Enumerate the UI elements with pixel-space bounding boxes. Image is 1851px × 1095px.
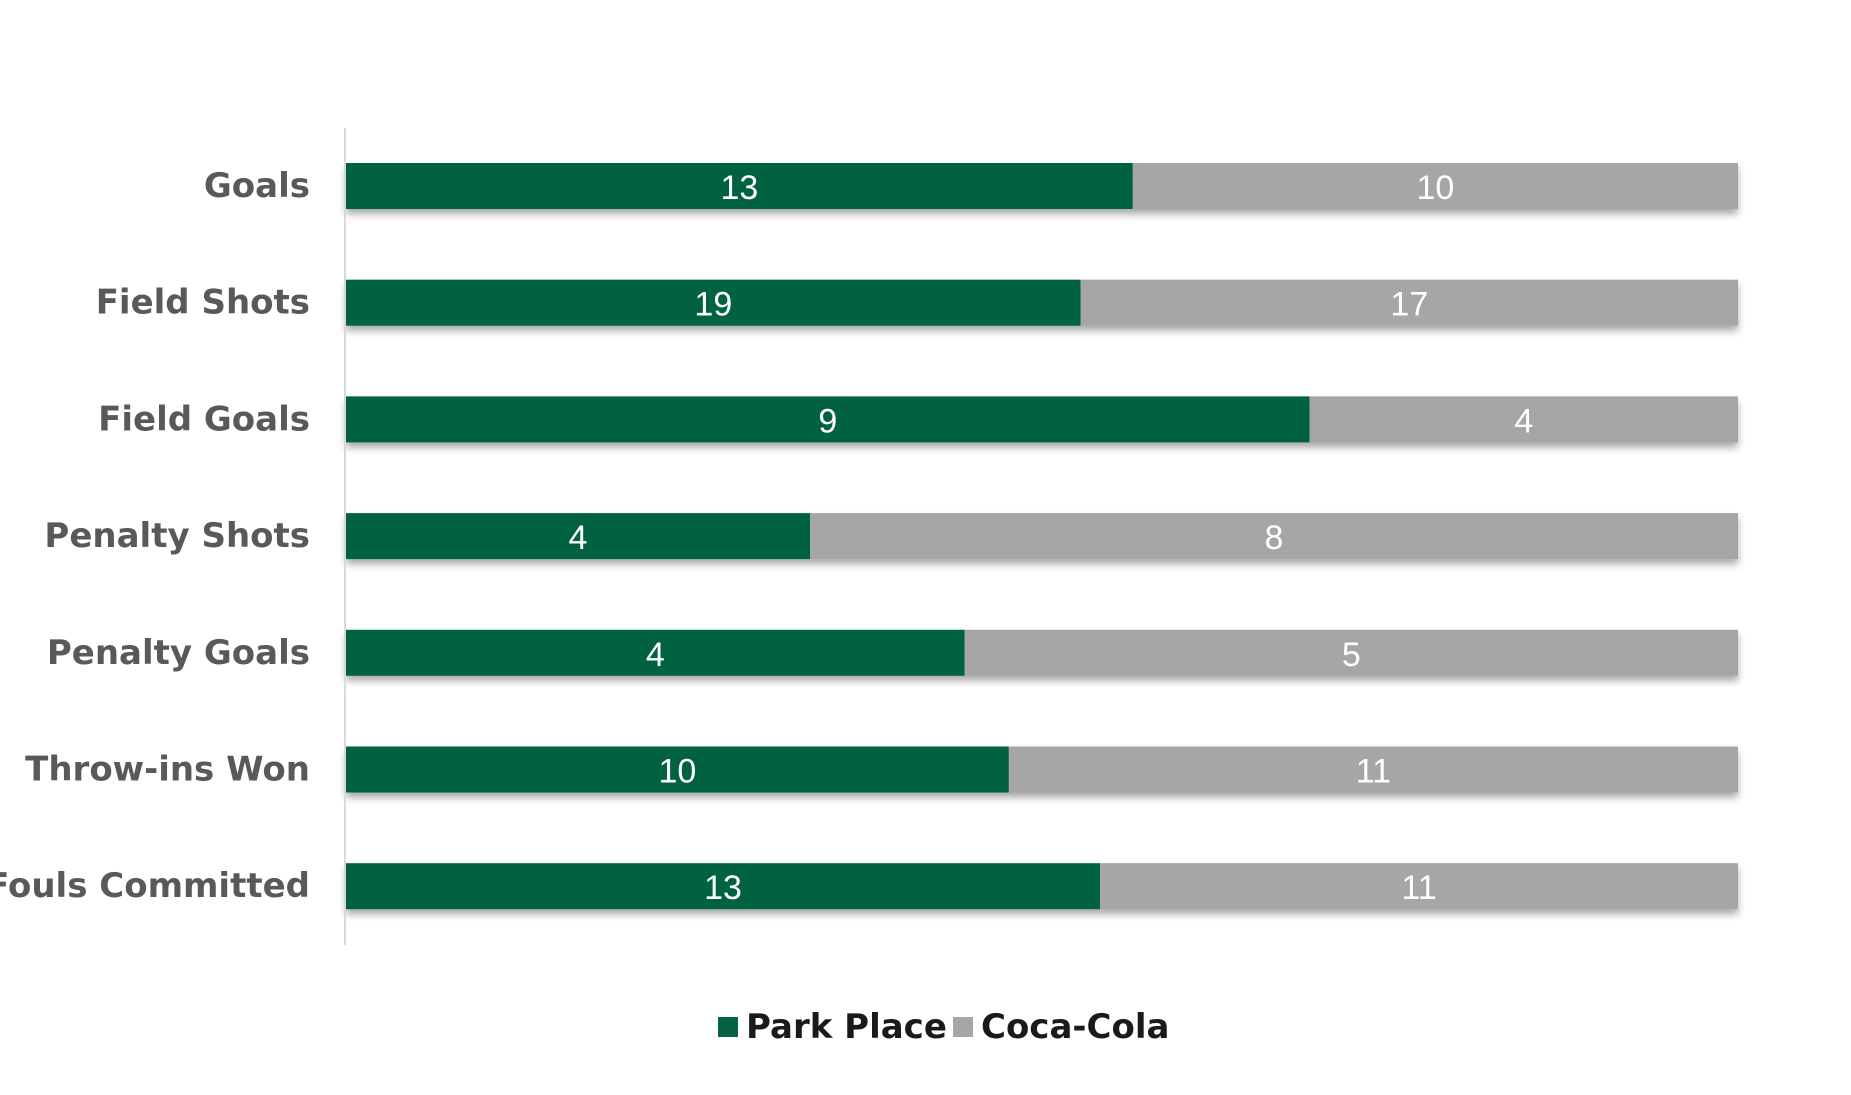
bar-park-place-field-goals [346, 396, 1310, 443]
data-label-park-place-throw-ins-won: 10 [659, 753, 697, 791]
bar-row-throw-ins-won [346, 746, 1738, 793]
bar-park-place-fouls-committed [346, 863, 1100, 910]
category-label-field-shots: Field Shots [96, 283, 310, 323]
bar-park-place-field-shots [346, 279, 1081, 326]
category-label-goals: Goals [204, 166, 310, 206]
plot-area: Goals 13 10 Field Shots 19 17 Field Goals 9 4 Pen… [0, 163, 1738, 910]
legend: Park Place Coca-Cola [718, 1007, 1169, 1047]
data-label-park-place-fouls-committed: 13 [704, 869, 742, 907]
data-label-park-place-field-shots: 19 [694, 286, 732, 324]
bar-row-goals [346, 163, 1738, 209]
data-label-coca-cola-penalty-shots: 8 [1265, 519, 1284, 557]
data-label-park-place-penalty-goals: 4 [646, 636, 665, 674]
bar-coca-cola-penalty-shots [810, 513, 1738, 560]
bar-row-fouls-committed [346, 863, 1738, 910]
bar-row-field-goals [346, 396, 1738, 443]
legend-swatch-park-place [718, 1017, 738, 1037]
bar-row-penalty-goals [346, 629, 1738, 676]
bar-row-field-shots [346, 279, 1738, 326]
data-label-coca-cola-fouls-committed: 11 [1401, 869, 1436, 907]
bar-coca-cola-fouls-committed [1100, 863, 1738, 910]
category-label-field-goals: Field Goals [98, 399, 310, 439]
data-label-park-place-goals: 13 [720, 169, 758, 207]
data-label-coca-cola-field-goals: 4 [1514, 402, 1533, 440]
data-label-coca-cola-penalty-goals: 5 [1342, 636, 1361, 674]
legend-swatch-coca-cola [953, 1017, 973, 1037]
category-label-throw-ins-won: Throw-ins Won [25, 750, 310, 790]
bar-coca-cola-field-shots [1080, 279, 1738, 326]
category-label-fouls-committed: Fouls Committed [0, 866, 310, 906]
bar-coca-cola-field-goals [1309, 396, 1738, 443]
bar-coca-cola-penalty-goals [964, 629, 1738, 676]
bar-park-place-goals [346, 163, 1133, 209]
bar-coca-cola-goals [1132, 163, 1738, 209]
bar-row-penalty-shots [346, 513, 1738, 560]
bar-park-place-penalty-shots [346, 513, 810, 560]
data-label-park-place-field-goals: 9 [818, 402, 837, 440]
data-label-park-place-penalty-shots: 4 [569, 519, 588, 557]
category-label-penalty-goals: Penalty Goals [47, 633, 310, 673]
legend-label-park-place: Park Place [746, 1007, 947, 1047]
bar-park-place-penalty-goals [346, 629, 965, 676]
data-label-coca-cola-throw-ins-won: 11 [1356, 753, 1391, 791]
legend-label-coca-cola: Coca-Cola [981, 1007, 1169, 1047]
category-label-penalty-shots: Penalty Shots [44, 516, 310, 556]
bar-coca-cola-throw-ins-won [1008, 746, 1738, 793]
data-label-coca-cola-field-shots: 17 [1390, 286, 1428, 324]
bar-park-place-throw-ins-won [346, 746, 1009, 793]
data-label-coca-cola-goals: 10 [1416, 169, 1454, 207]
